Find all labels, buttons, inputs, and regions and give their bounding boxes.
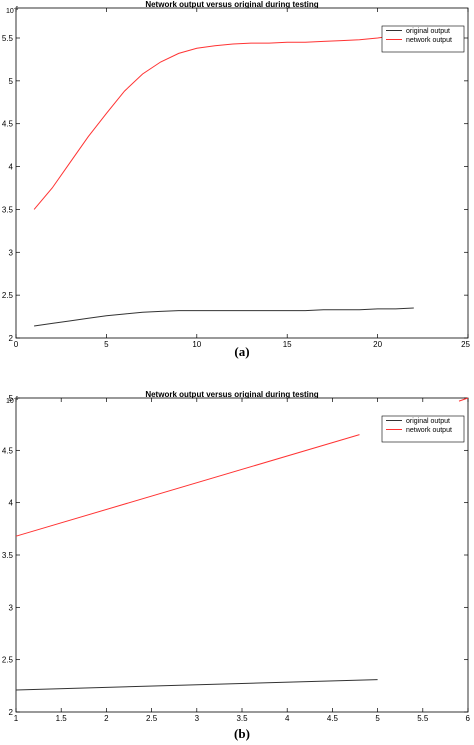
x-tick-label: 25 (461, 340, 470, 349)
y-tick-label: 5 (9, 77, 14, 86)
y-tick-label: 2 (9, 334, 14, 343)
x-tick-label: 5.5 (417, 714, 429, 723)
y-tick-label: 4.5 (2, 120, 14, 129)
x-tick-label: 0 (14, 340, 19, 349)
y-tick-label: 4.5 (2, 446, 14, 455)
series-line-original-output (15, 679, 378, 691)
y-tick-label: 2.5 (2, 656, 14, 665)
legend-entry: network output (406, 37, 452, 44)
x-tick-label: 15 (283, 340, 292, 349)
x-tick-label: 5 (104, 340, 109, 349)
x-tick-label: 10 (192, 340, 201, 349)
x-tick-label: 4.5 (327, 714, 339, 723)
x-tick-label: 3.5 (236, 714, 248, 723)
chart-title: Network output versus original during te… (145, 390, 318, 399)
legend-entry: original output (406, 28, 450, 35)
plot-area (15, 7, 469, 339)
y-tick-label: 3 (9, 603, 14, 612)
legend-entry: original output (406, 418, 450, 425)
y-tick-label: 3.5 (2, 205, 14, 214)
x-tick-label: 4 (285, 714, 290, 723)
x-tick-label: 20 (373, 340, 382, 349)
series-line-original-output (34, 307, 414, 327)
series-line-network-output (15, 434, 360, 537)
x-tick-label: 2 (104, 714, 109, 723)
y-tick-label: 2 (9, 708, 14, 717)
series-line-network-output-segment (458, 397, 469, 402)
panel-caption: (b) (234, 726, 250, 741)
x-tick-label: 6 (466, 714, 471, 723)
plot-area (15, 397, 469, 713)
y-tick-label: 3 (9, 248, 14, 257)
y-tick-label: 4 (9, 163, 14, 172)
y-tick-label: 5 (9, 394, 14, 403)
y-tick-label: 4 (9, 499, 14, 508)
chart-title: Network output versus original during te… (145, 0, 318, 9)
panel-caption: (a) (234, 344, 249, 359)
legend: original output network output (381, 25, 465, 53)
legend-entry: network output (406, 427, 452, 434)
x-tick-label: 1 (14, 714, 19, 723)
chart-panel-a: Network output versus original during te… (2, 0, 471, 359)
series-line-network-output (33, 33, 414, 210)
x-tick-label: 2.5 (146, 714, 158, 723)
y-tick-label: 3.5 (2, 551, 14, 560)
legend: original output network output (381, 415, 465, 443)
chart-panel-b: Network output versus original during te… (2, 390, 471, 741)
x-tick-label: 5 (375, 714, 380, 723)
x-tick-label: 3 (195, 714, 200, 723)
y-exponent-label: 10-6 (6, 6, 18, 15)
y-tick-label: 2.5 (2, 291, 14, 300)
y-tick-label: 5.5 (2, 34, 14, 43)
x-tick-label: 1.5 (56, 714, 68, 723)
